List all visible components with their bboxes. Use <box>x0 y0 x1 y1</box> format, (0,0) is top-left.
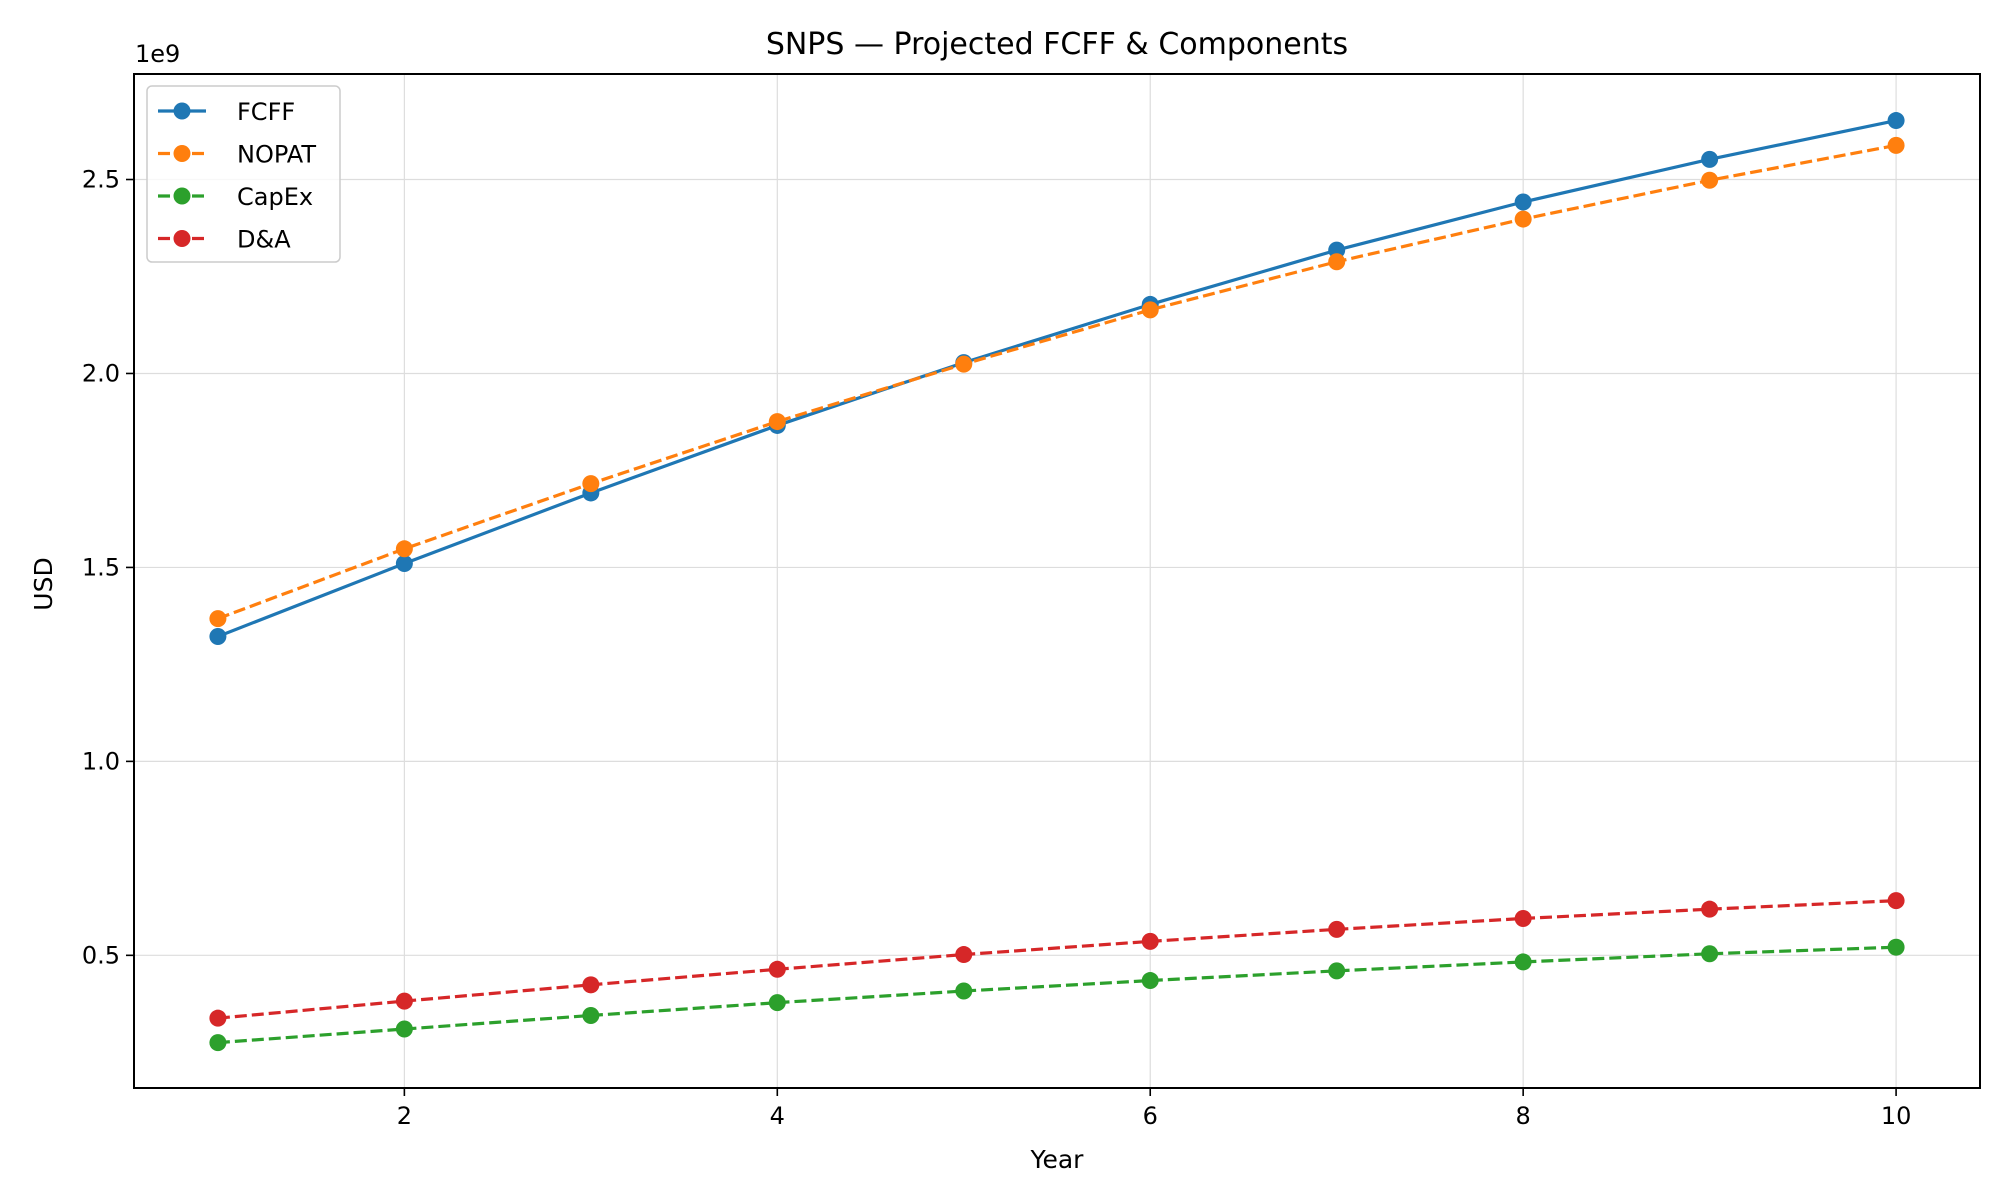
chart-title: SNPS — Projected FCFF & Components <box>766 27 1348 62</box>
point-nopat <box>1701 171 1719 189</box>
point-d-a <box>209 1009 227 1027</box>
point-nopat <box>1887 136 1905 154</box>
series-d-a <box>209 892 1905 1027</box>
point-capex <box>582 1006 600 1024</box>
legend-label: NOPAT <box>237 141 316 169</box>
x-axis-ticks: 2 4 6 8 10 <box>397 1088 1912 1130</box>
series-nopat <box>209 136 1905 628</box>
point-d-a <box>1514 909 1532 927</box>
point-d-a <box>1141 932 1159 950</box>
y-axis-ticks: 0.5 1.0 1.5 2.0 2.5 <box>82 166 134 969</box>
point-nopat <box>1328 253 1346 271</box>
point-d-a <box>1701 900 1719 918</box>
point-d-a <box>1328 920 1346 938</box>
point-capex <box>955 982 973 1000</box>
point-capex <box>395 1020 413 1038</box>
series-layer <box>209 112 1905 1052</box>
point-fcff <box>1887 112 1905 130</box>
point-capex <box>1328 962 1346 980</box>
point-d-a <box>1887 892 1905 910</box>
y-tick-label: 2.0 <box>82 359 120 387</box>
point-capex <box>1514 953 1532 971</box>
x-tick-label: 10 <box>1881 1102 1912 1130</box>
legend-item-nopat: NOPAT <box>158 141 316 169</box>
grid <box>134 74 1980 1088</box>
point-d-a <box>768 960 786 978</box>
series-line-capex <box>217 945 1897 1045</box>
point-fcff <box>1514 193 1532 211</box>
point-nopat <box>582 475 600 493</box>
x-tick-label: 8 <box>1516 1102 1531 1130</box>
point-nopat <box>1141 301 1159 319</box>
legend-item-capex: CapEx <box>158 183 313 211</box>
legend-box <box>146 85 341 263</box>
point-capex <box>1887 938 1905 956</box>
point-fcff <box>395 555 413 573</box>
legend-item-d-a: D&A <box>158 226 291 254</box>
y-tick-label: 1.0 <box>82 747 120 775</box>
y-axis-title: USD <box>29 557 58 610</box>
series-line-d-a <box>217 899 1897 1020</box>
legend-item-fcff: FCFF <box>158 98 295 126</box>
series-line-fcff <box>217 118 1897 638</box>
y-tick-label: 1.5 <box>82 553 120 581</box>
point-nopat <box>395 540 413 558</box>
legend-label: FCFF <box>237 98 295 126</box>
plot-frame <box>133 73 1981 1089</box>
series-capex <box>209 938 1905 1052</box>
x-axis-title: Year <box>1030 1145 1085 1174</box>
point-fcff <box>1328 241 1346 259</box>
legend-swatch-marker <box>173 145 191 162</box>
legend-label: D&A <box>237 226 291 254</box>
y-tick-label: 2.5 <box>82 166 120 194</box>
point-nopat <box>1514 210 1532 228</box>
legend: FCFF NOPAT CapEx D&A <box>146 85 341 263</box>
point-fcff <box>1701 150 1719 168</box>
y-offset-label: 1e9 <box>135 40 180 68</box>
series-line-nopat <box>217 143 1897 621</box>
x-tick-label: 4 <box>770 1102 785 1130</box>
point-capex <box>209 1034 227 1052</box>
legend-swatch-marker <box>173 230 191 247</box>
y-tick-label: 0.5 <box>82 941 120 969</box>
legend-swatch-marker <box>173 102 191 120</box>
legend-label: CapEx <box>237 183 313 211</box>
point-capex <box>768 994 786 1012</box>
point-nopat <box>768 413 786 431</box>
legend-swatch-marker <box>173 187 191 205</box>
point-capex <box>1141 972 1159 990</box>
x-tick-label: 6 <box>1143 1102 1158 1130</box>
point-capex <box>1701 945 1719 963</box>
x-tick-label: 2 <box>397 1102 412 1130</box>
point-d-a <box>395 992 413 1010</box>
point-nopat <box>955 355 973 373</box>
point-d-a <box>955 946 973 964</box>
point-nopat <box>209 610 227 628</box>
point-d-a <box>582 976 600 994</box>
point-fcff <box>209 627 227 645</box>
